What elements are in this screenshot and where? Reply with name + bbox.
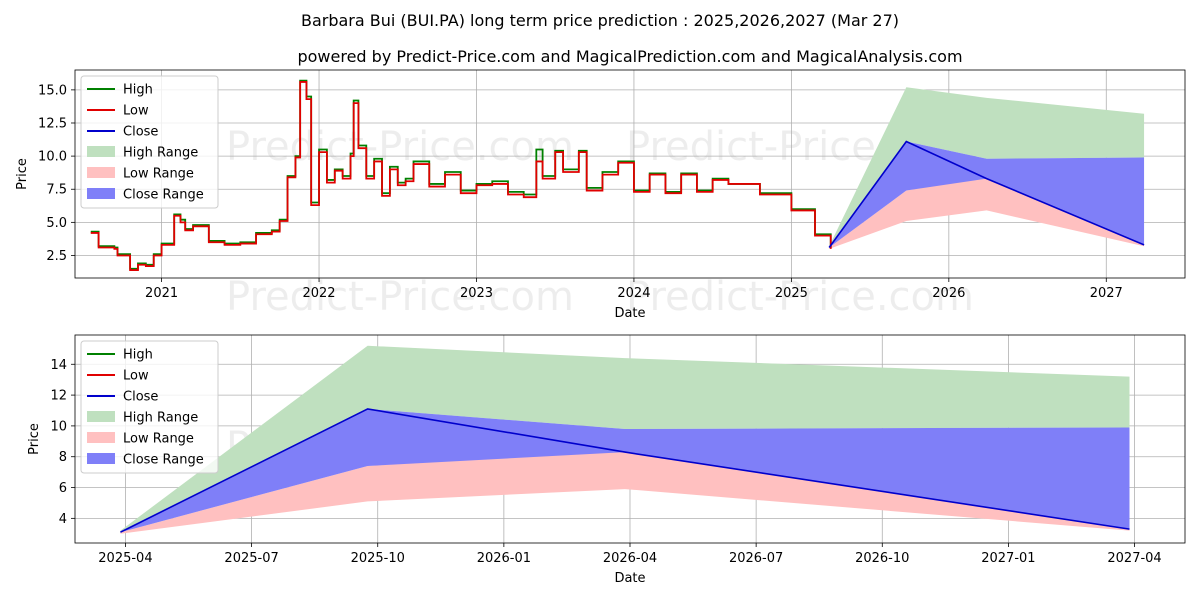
x-tick-label: 2025-04: [98, 551, 152, 566]
low-range-band: [120, 450, 1130, 534]
watermark-text: Predict-Price.com: [626, 274, 974, 320]
close-line: [828, 140, 1145, 248]
y-tick-label: 5.0: [46, 216, 67, 231]
legend-label-close: Close: [123, 390, 158, 405]
y-tick-label: 6: [59, 481, 67, 496]
high-range-band: [120, 345, 1130, 533]
legend-label-low: Low: [123, 104, 149, 119]
watermark-text: Predict-Price.com: [226, 274, 574, 320]
legend: High Low Close High Range Low Range Close Ran…: [80, 75, 219, 209]
x-tick-label: 2026-04: [603, 551, 657, 566]
y-tick-label: 12: [50, 389, 67, 404]
plot-area: [90, 79, 1145, 271]
legend-label-low-range: Low Range: [123, 167, 194, 182]
history-chart: Predict-Price.com Predict-Price.com Predic…: [15, 69, 1186, 321]
x-tick-label: 2026-10: [855, 551, 909, 566]
x-tick-label: 2021: [145, 286, 178, 301]
x-tick-label: 2026: [932, 286, 965, 301]
high-range-band: [829, 87, 1145, 248]
legend-label-high-range: High Range: [123, 146, 198, 161]
x-tick-label: 2024: [617, 286, 650, 301]
x-axis-label: Date: [614, 571, 645, 586]
legend-label-low: Low: [123, 369, 149, 384]
legend-swatch-close-range: [87, 188, 115, 199]
y-tick-label: 10.0: [38, 150, 67, 165]
x-tick-label: 2022: [302, 286, 335, 301]
x-tick-label: 2025: [775, 286, 808, 301]
high-line: [90, 79, 832, 270]
legend-swatch-close-range: [87, 453, 115, 464]
y-axis-label: Price: [15, 158, 30, 190]
x-tick-label: 2025-10: [351, 551, 405, 566]
chart-subtitle: powered by Predict-Price.com and Magical…: [297, 47, 962, 66]
close-line: [120, 408, 1130, 533]
legend-label-close: Close: [123, 125, 158, 140]
legend-box: [80, 75, 219, 209]
legend-label-close-range: Close Range: [123, 188, 204, 203]
y-axis-label: Price: [27, 423, 42, 455]
legend-label-close-range: Close Range: [123, 453, 204, 468]
plot-area: [120, 345, 1130, 534]
legend-swatch-low-range: [87, 432, 115, 443]
x-tick-label: 2023: [460, 286, 493, 301]
y-tick-label: 15.0: [38, 83, 67, 98]
legend-label-low-range: Low Range: [123, 432, 194, 447]
legend: High Low Close High Range Low Range Close Ran…: [80, 340, 219, 474]
low-range-band: [829, 177, 1145, 249]
legend-swatch-high-range: [87, 411, 115, 422]
x-tick-label: 2026-01: [477, 551, 531, 566]
y-tick-label: 14: [50, 358, 67, 373]
chart-title: Barbara Bui (BUI.PA) long term price pre…: [301, 11, 899, 30]
y-tick-label: 2.5: [46, 249, 67, 264]
legend-label-high: High: [123, 83, 153, 98]
x-tick-label: 2026-07: [729, 551, 783, 566]
legend-swatch-low-range: [87, 167, 115, 178]
y-tick-label: 10: [50, 419, 67, 434]
legend-label-high: High: [123, 348, 153, 363]
forecast-chart: Predict-Price.comPredict-Price.com2025-0…: [27, 334, 1186, 586]
watermark-text: Predict-Price.com: [226, 124, 574, 170]
y-tick-label: 7.5: [46, 183, 67, 198]
x-axis-label: Date: [614, 306, 645, 321]
close-range-band: [120, 408, 1130, 533]
x-tick-label: 2027-01: [981, 551, 1035, 566]
legend-box: [80, 340, 219, 474]
axes-frame: [74, 69, 1186, 279]
close-range-band: [829, 141, 1145, 248]
y-tick-label: 8: [59, 450, 67, 465]
legend-swatch-high-range: [87, 146, 115, 157]
x-tick-label: 2027: [1090, 286, 1123, 301]
y-tick-label: 4: [59, 512, 67, 527]
low-line: [90, 81, 832, 271]
x-tick-label: 2027-04: [1107, 551, 1161, 566]
y-tick-label: 12.5: [38, 116, 67, 131]
legend-label-high-range: High Range: [123, 411, 198, 426]
x-tick-label: 2025-07: [224, 551, 278, 566]
